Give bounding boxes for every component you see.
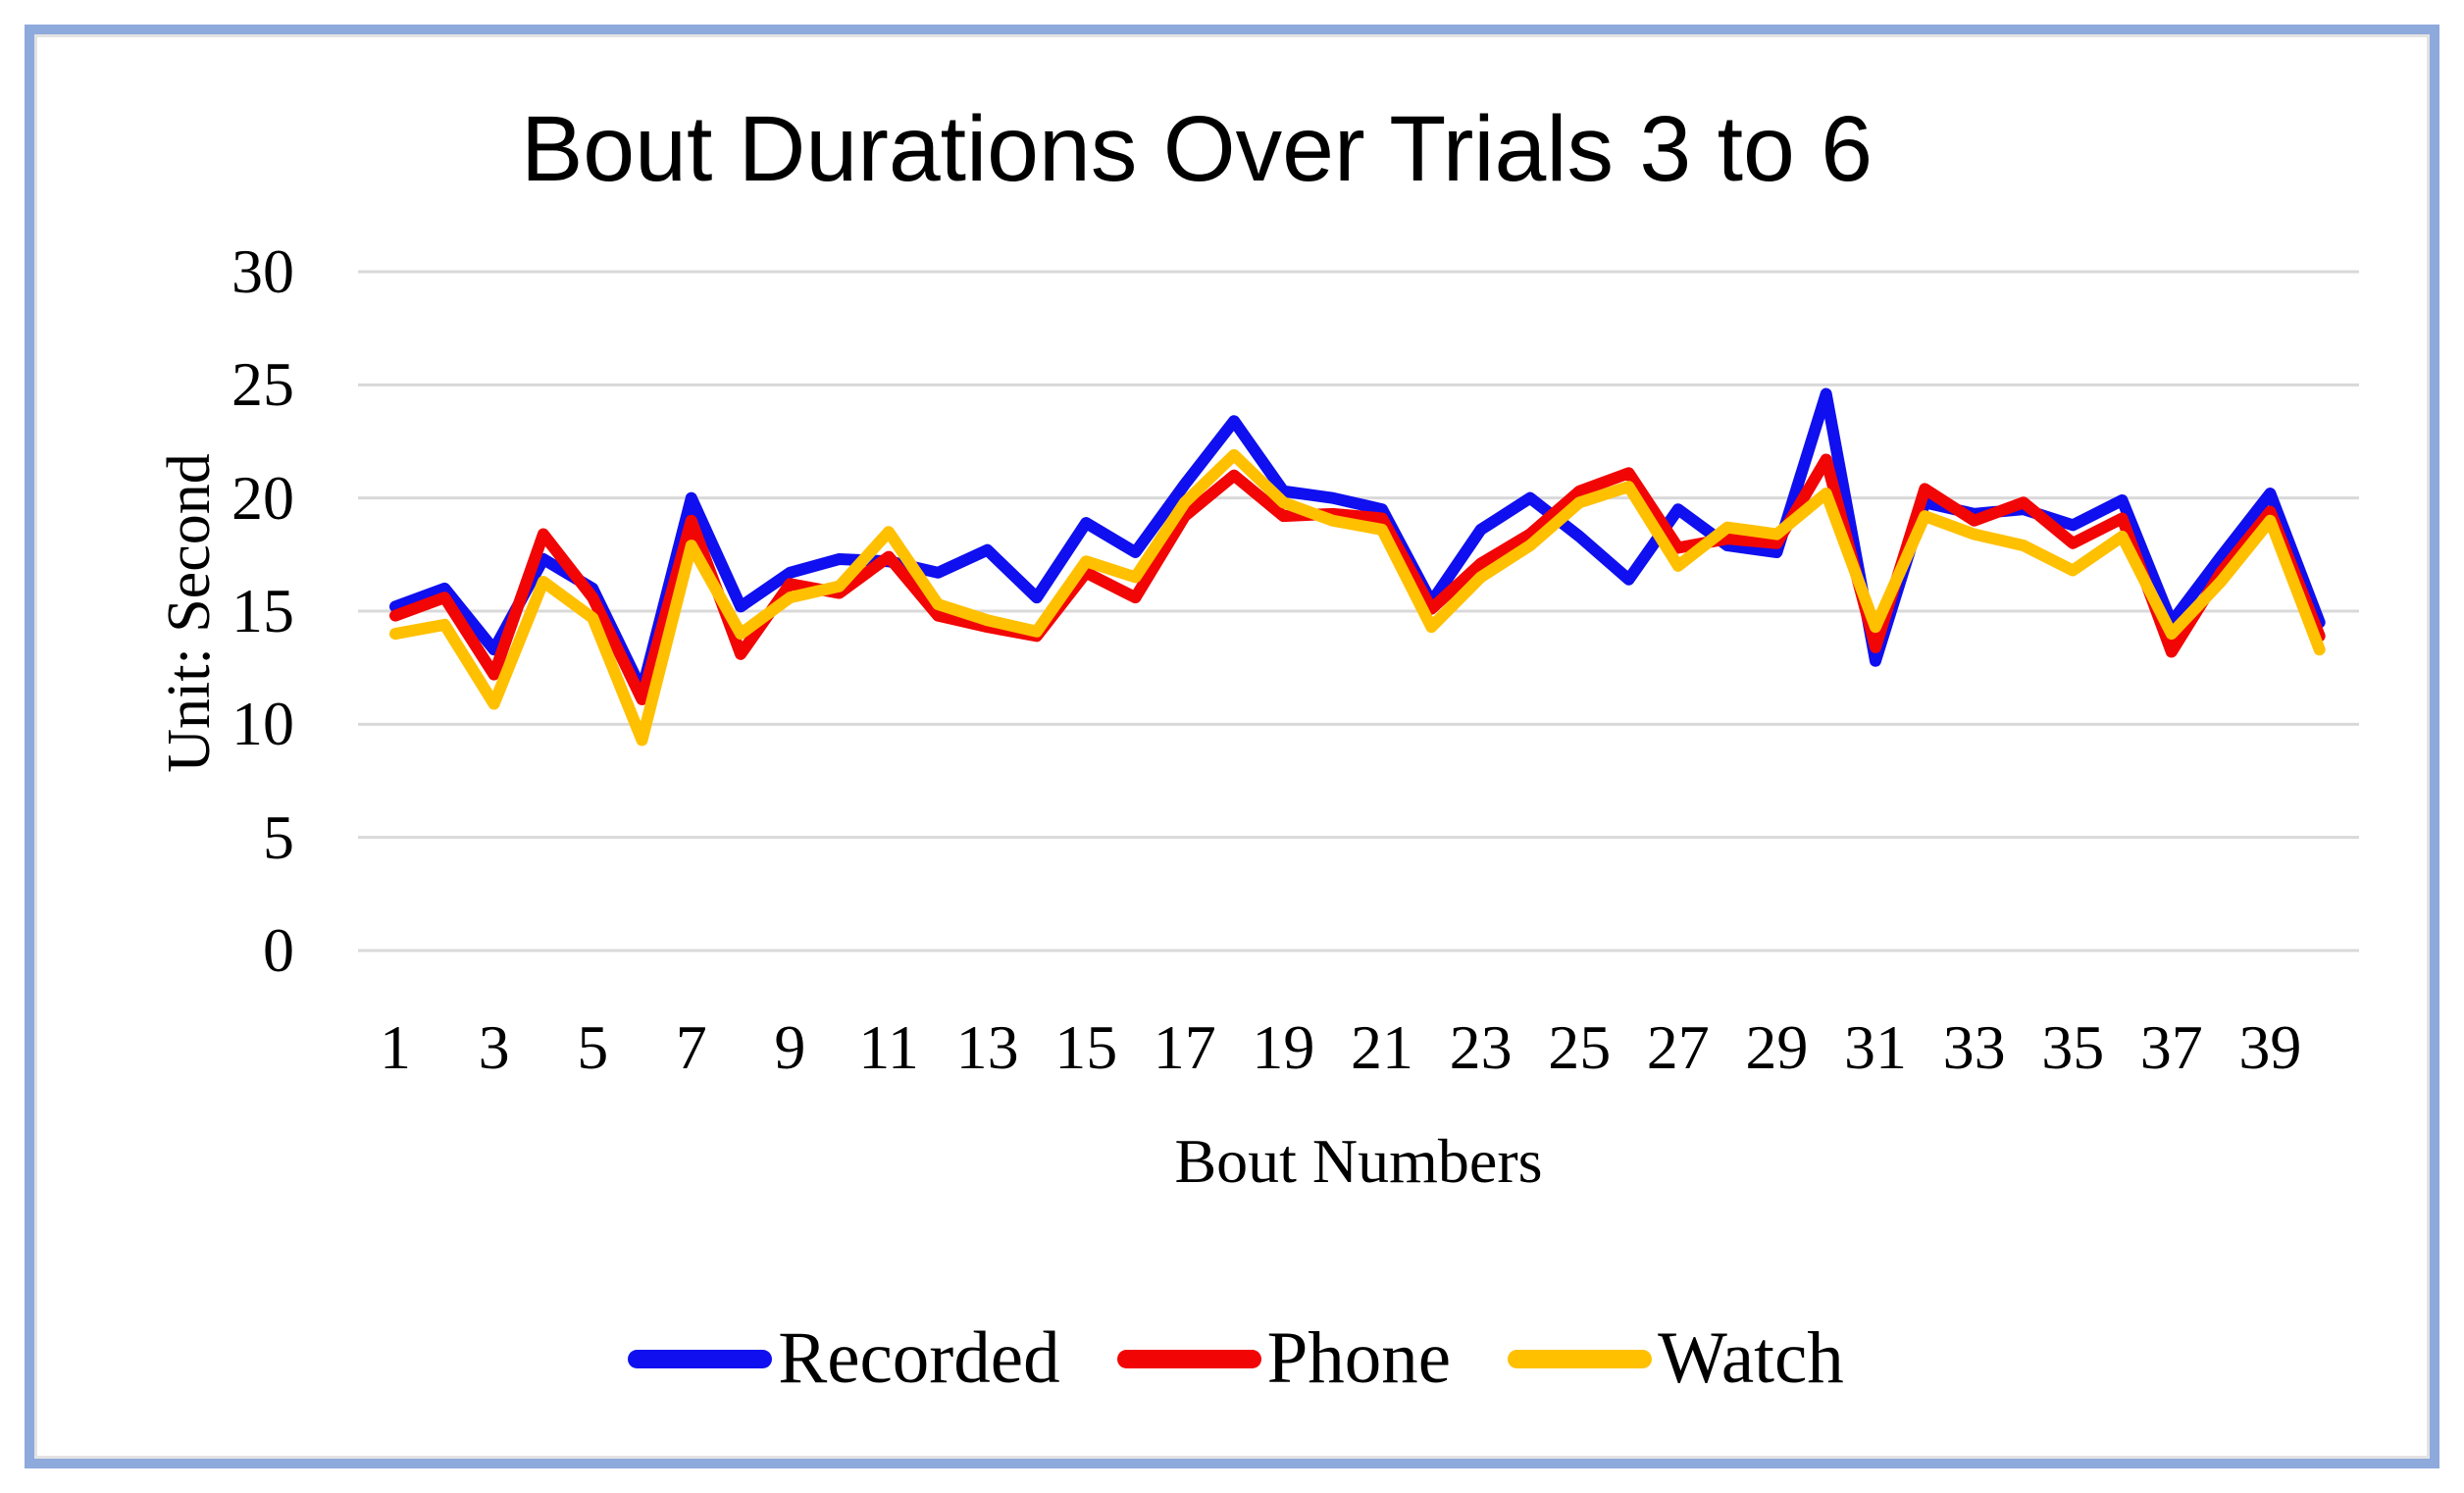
x-tick-label-37: 37	[2139, 1012, 2203, 1082]
x-tick-label-11: 11	[858, 1012, 919, 1082]
x-tick-label-3: 3	[478, 1012, 510, 1082]
x-tick-label-35: 35	[2041, 1012, 2105, 1082]
watch-line-swatch-icon	[1508, 1349, 1653, 1368]
x-tick-label-7: 7	[675, 1012, 707, 1082]
x-tick-label-39: 39	[2238, 1012, 2302, 1082]
page-border-frame	[25, 25, 2439, 1468]
x-tick-label-27: 27	[1646, 1012, 1710, 1082]
legend-label-watch: Watch	[1658, 1317, 1844, 1399]
legend-item-recorded: Recorded	[628, 1310, 1060, 1408]
legend-label-phone: Phone	[1266, 1317, 1452, 1399]
x-axis-title: Bout Numbers	[1174, 1126, 1543, 1196]
x-tick-label-25: 25	[1548, 1012, 1612, 1082]
recorded-line-swatch-icon	[628, 1349, 773, 1368]
phone-line-swatch-icon	[1116, 1349, 1261, 1368]
y-tick-label-0: 0	[263, 915, 294, 985]
chart-title: Bout Durations Over Trials 3 to 6	[520, 97, 1874, 201]
x-tick-label-19: 19	[1252, 1012, 1315, 1082]
y-tick-label-30: 30	[231, 236, 294, 306]
legend-item-watch: Watch	[1508, 1310, 1844, 1408]
legend-label-recorded: Recorded	[778, 1317, 1060, 1399]
legend-item-phone: Phone	[1116, 1310, 1452, 1408]
x-tick-label-5: 5	[577, 1012, 609, 1082]
x-tick-label-15: 15	[1054, 1012, 1118, 1082]
y-tick-label-20: 20	[231, 462, 294, 533]
x-tick-label-29: 29	[1745, 1012, 1809, 1082]
x-tick-label-1: 1	[380, 1012, 411, 1082]
x-tick-label-23: 23	[1449, 1012, 1513, 1082]
x-tick-label-21: 21	[1351, 1012, 1413, 1082]
x-tick-label-31: 31	[1844, 1012, 1907, 1082]
x-tick-label-17: 17	[1153, 1012, 1216, 1082]
x-tick-label-9: 9	[774, 1012, 806, 1082]
chart-legend: Recorded Phone Watch	[216, 1305, 2256, 1413]
y-tick-label-10: 10	[231, 689, 294, 759]
y-tick-label-25: 25	[231, 349, 294, 420]
series-line-watch	[389, 448, 2326, 746]
y-tick-label-5: 5	[263, 801, 294, 872]
y-tick-label-15: 15	[231, 576, 294, 645]
x-tick-label-13: 13	[955, 1012, 1019, 1082]
x-tick-label-33: 33	[1942, 1012, 2006, 1082]
